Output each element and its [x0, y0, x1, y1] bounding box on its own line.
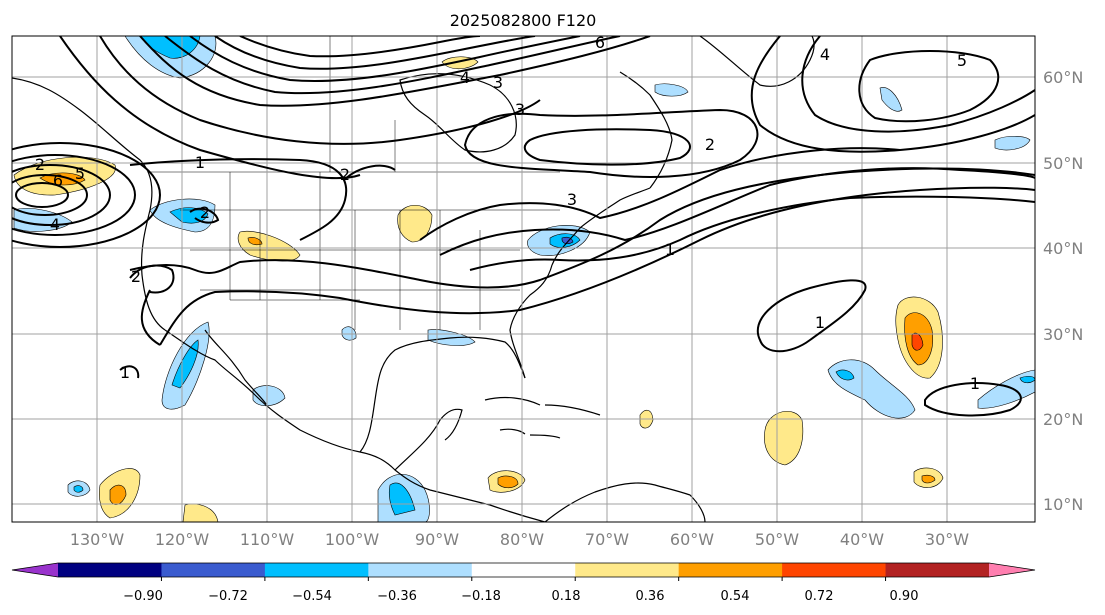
borders	[150, 36, 560, 330]
lat-label: 30°N	[1043, 325, 1083, 344]
colorbar-tick-label: 0.54	[721, 589, 750, 604]
lat-label: 40°N	[1043, 239, 1083, 258]
lon-label: 100°W	[325, 530, 380, 549]
contour-label: 1	[970, 374, 980, 393]
colorbar	[11, 562, 1036, 581]
lon-label: 60°W	[670, 530, 714, 549]
lon-label: 50°W	[755, 530, 799, 549]
lon-label: 70°W	[585, 530, 629, 549]
colorbar-segment	[58, 563, 162, 577]
colorbar-segment	[782, 563, 887, 577]
contour-label: 5	[75, 164, 85, 183]
colorbar-segment	[264, 563, 369, 577]
lat-labels: 60°N 50°N 40°N 30°N 20°N 10°N	[1043, 68, 1083, 514]
lon-label: 130°W	[70, 530, 125, 549]
colorbar-tick-label: −0.54	[292, 589, 332, 604]
contour-label: 1	[665, 240, 675, 259]
colorbar-segment	[368, 563, 473, 577]
colorbar-tick-label: 0.72	[805, 589, 834, 604]
lon-label: 40°W	[840, 530, 884, 549]
colorbar-outline	[11, 562, 1036, 578]
contour-label: 2	[35, 155, 45, 174]
contour-label: 2	[705, 135, 715, 154]
lon-label: 90°W	[415, 530, 459, 549]
colorbar-tick-label: −0.18	[461, 589, 501, 604]
colorbar-segment	[161, 563, 266, 577]
map-frame	[11, 35, 1036, 523]
colorbar-segment	[885, 563, 990, 577]
colorbar-tick-label: 0.36	[636, 589, 665, 604]
colorbar-segment	[575, 563, 680, 577]
contour-label: 4	[460, 68, 470, 87]
contour-label: 6	[53, 171, 63, 190]
contour-label-group: 1 2 3 4 5 6 1 1 1 1 2 2 2 2 3 3 4 5 6 4	[35, 33, 980, 393]
contour-label: 4	[820, 45, 830, 64]
map-area	[12, 36, 1035, 522]
contour-label: 3	[515, 100, 525, 119]
lon-label: 30°W	[925, 530, 969, 549]
coastlines	[12, 36, 815, 522]
lon-labels: 130°W 120°W 110°W 100°W 90°W 80°W 70°W 6…	[70, 530, 969, 549]
contour-label: 1	[120, 363, 130, 382]
colorbar-tick-label: −0.72	[208, 589, 248, 604]
lat-label: 60°N	[1043, 68, 1083, 87]
map-title: 2025082800 F120	[450, 11, 597, 30]
colorbar-extend-high	[989, 563, 1035, 577]
lon-label: 80°W	[500, 530, 544, 549]
colorbar-tick-label: −0.90	[123, 589, 163, 604]
contours	[12, 36, 1035, 417]
contour-label: 2	[340, 165, 350, 184]
lat-label: 50°N	[1043, 154, 1083, 173]
colorbar-tick-label: −0.36	[377, 589, 417, 604]
lon-label: 110°W	[240, 530, 295, 549]
colorbar-extend-low	[12, 563, 58, 577]
colorbar-tick-label: 0.18	[552, 589, 581, 604]
contour-label: 3	[567, 190, 577, 209]
lat-label: 20°N	[1043, 410, 1083, 429]
contour-label: 6	[595, 33, 605, 52]
contour-label: 4	[50, 215, 60, 234]
colorbar-segment	[678, 563, 783, 577]
colorbar-tick-labels: −0.90 −0.72 −0.54 −0.36 −0.18 0.18 0.36 …	[123, 589, 918, 604]
colorbar-segment	[471, 563, 576, 577]
contour-label: 3	[493, 73, 503, 92]
contour-label: 1	[195, 153, 205, 172]
contour-label: 5	[957, 51, 967, 70]
contour-label: 1	[815, 313, 825, 332]
contour-label: 2	[200, 203, 210, 222]
shaded-fields	[13, 36, 1035, 522]
contour-label: 2	[131, 267, 141, 286]
colorbar-tick-label: 0.90	[890, 589, 919, 604]
lon-label: 120°W	[155, 530, 210, 549]
lat-label: 10°N	[1043, 495, 1083, 514]
